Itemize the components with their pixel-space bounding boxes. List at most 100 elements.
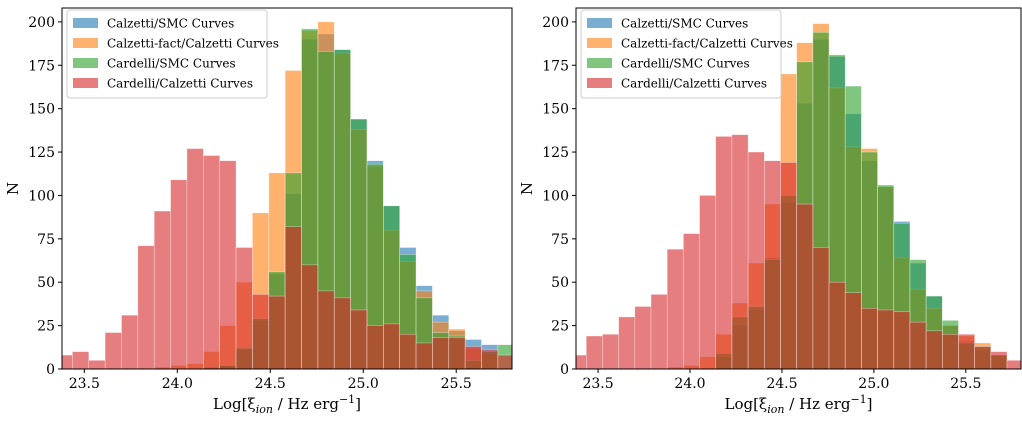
x-tick-label: 25.5 bbox=[441, 376, 472, 392]
legend: Calzetti/SMC Curves Calzetti-fact/Calzett… bbox=[580, 9, 793, 99]
y-axis-label: N bbox=[4, 182, 22, 195]
y-tick-label: 25 bbox=[37, 319, 55, 335]
legend-box bbox=[66, 9, 268, 99]
y-tick-label: 200 bbox=[28, 15, 55, 31]
histogram-bar bbox=[877, 309, 895, 369]
legend-label: Calzetti/SMC Curves bbox=[621, 17, 748, 31]
right-panel: 0 25 50 75 100 125 150 175 200 23.5 24.0 24.5 25.0 25… bbox=[518, 7, 1022, 416]
x-tick-label: 25.0 bbox=[348, 376, 379, 392]
histogram-bar bbox=[121, 314, 139, 369]
x-tick-label: 23.5 bbox=[582, 376, 613, 392]
histogram-bar bbox=[284, 226, 302, 369]
histogram-bar bbox=[497, 354, 512, 369]
y-tick-label: 100 bbox=[542, 188, 569, 204]
histogram-bar bbox=[666, 248, 684, 369]
y-tick-label: 0 bbox=[560, 362, 569, 378]
y-tick-label: 25 bbox=[551, 319, 569, 335]
left-panel: 0 25 50 75 100 125 150 175 200 23.5 24.0 24.5 25.0 25… bbox=[4, 7, 513, 416]
histogram-bar bbox=[464, 346, 482, 369]
legend-swatch bbox=[587, 78, 612, 88]
legend-box bbox=[580, 9, 782, 99]
histogram-bar bbox=[153, 210, 171, 369]
histogram-bar bbox=[203, 155, 220, 369]
histogram-bar bbox=[828, 281, 846, 369]
legend-swatch bbox=[587, 38, 612, 48]
legend-swatch bbox=[73, 18, 98, 28]
x-axis-label: Log[ξion / Hz erg−1] bbox=[213, 393, 361, 416]
legend-swatch bbox=[587, 18, 612, 28]
histogram-bar bbox=[812, 247, 830, 369]
x-tick-label: 24.0 bbox=[674, 376, 705, 392]
histogram-bar bbox=[796, 203, 814, 369]
y-axis-label: N bbox=[518, 182, 536, 195]
histogram-bar bbox=[415, 342, 433, 369]
histogram-bar bbox=[432, 337, 450, 369]
histogram-bar bbox=[88, 360, 106, 369]
y-tick-label: 125 bbox=[542, 145, 569, 161]
histogram-bar bbox=[990, 351, 1008, 369]
histogram-bars bbox=[62, 21, 512, 369]
histogram-bar bbox=[941, 333, 959, 369]
histogram-bar bbox=[235, 247, 253, 369]
legend-label: Cardelli/Calzetti Curves bbox=[621, 77, 767, 91]
histogram-bars bbox=[576, 23, 1021, 369]
histogram-bar bbox=[925, 330, 943, 369]
histogram-bar bbox=[104, 332, 122, 369]
y-tick-label: 75 bbox=[37, 232, 55, 248]
histogram-bar bbox=[399, 333, 417, 369]
histogram-bar bbox=[893, 311, 911, 369]
x-tick-label: 23.5 bbox=[69, 376, 100, 392]
histogram-bar bbox=[731, 134, 749, 369]
histogram-bar bbox=[602, 333, 619, 369]
y-tick-label: 0 bbox=[46, 362, 55, 378]
histogram-bar bbox=[747, 151, 765, 369]
legend-swatch bbox=[73, 78, 98, 88]
histogram-bar bbox=[909, 321, 927, 369]
histogram-bar bbox=[974, 346, 992, 369]
x-tick-label: 24.5 bbox=[255, 376, 286, 392]
series-3 bbox=[576, 134, 1021, 369]
histogram-bar bbox=[333, 297, 351, 369]
histogram-bar bbox=[72, 351, 90, 369]
y-tick-label: 50 bbox=[37, 275, 55, 291]
histogram-bar bbox=[366, 325, 384, 369]
legend-swatch bbox=[73, 58, 98, 68]
legend-label: Cardelli/SMC Curves bbox=[107, 57, 236, 71]
y-tick-label: 75 bbox=[551, 232, 569, 248]
x-tick-label: 25.5 bbox=[950, 376, 981, 392]
legend-swatch bbox=[73, 38, 98, 48]
histogram-bar bbox=[137, 245, 155, 369]
y-tick-label: 175 bbox=[28, 58, 55, 74]
histogram-bar bbox=[301, 264, 319, 369]
histogram-bar bbox=[958, 333, 975, 369]
legend-label: Cardelli/Calzetti Curves bbox=[107, 77, 253, 91]
x-tick-label: 24.0 bbox=[162, 376, 193, 392]
legend-swatch bbox=[587, 58, 612, 68]
histogram-bar bbox=[170, 179, 188, 369]
histogram-bar bbox=[576, 354, 587, 369]
histogram-bar bbox=[780, 162, 797, 369]
histogram-bar bbox=[585, 335, 603, 369]
histogram-bar bbox=[650, 294, 668, 369]
histogram-bar bbox=[1006, 360, 1021, 369]
histogram-bar bbox=[186, 148, 204, 369]
histogram-bar bbox=[715, 136, 733, 369]
x-axis-label: Log[ξion / Hz erg−1] bbox=[724, 393, 872, 416]
legend-label: Cardelli/SMC Curves bbox=[621, 57, 750, 71]
series-3 bbox=[62, 148, 512, 369]
y-tick-label: 125 bbox=[28, 145, 55, 161]
y-tick-label: 100 bbox=[28, 188, 55, 204]
plot-frame bbox=[61, 7, 513, 370]
histogram-bar bbox=[62, 354, 73, 369]
histogram-bar bbox=[861, 307, 878, 369]
histogram-bar bbox=[763, 160, 781, 369]
histogram-bar bbox=[383, 323, 400, 369]
legend: Calzetti/SMC Curves Calzetti-fact/Calzett… bbox=[66, 9, 279, 99]
histogram-bar bbox=[219, 160, 237, 369]
y-tick-label: 150 bbox=[542, 102, 569, 118]
plot-frame bbox=[575, 7, 1022, 370]
histogram-bar bbox=[252, 294, 270, 369]
histogram-bar bbox=[448, 337, 466, 369]
legend-label: Calzetti-fact/Calzetti Curves bbox=[621, 37, 793, 51]
